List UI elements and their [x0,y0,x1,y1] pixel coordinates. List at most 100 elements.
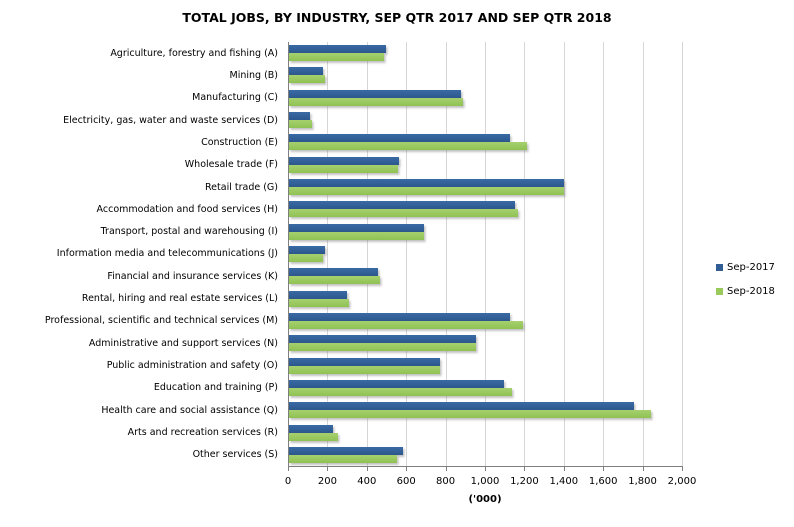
bar-sep-2017-m [289,312,510,321]
category-row [289,221,683,243]
category-label: Electricity, gas, water and waste servic… [63,114,278,126]
bar-sep-2017-r [289,424,334,433]
gridline-x-1600 [603,42,605,466]
category-label: Administrative and support services (N) [88,337,278,349]
bar-sep-2018-o [289,365,440,374]
category-row [289,332,683,354]
gridline-x-200 [327,42,329,466]
x-tick-label: 1,000 [470,476,500,487]
bar-sep-2017-c [289,89,462,98]
x-tick-label: 1,400 [549,476,579,487]
bar-sep-2017-o [289,357,440,366]
gridline-x-2000 [682,42,683,466]
bar-sep-2017-f [289,156,400,165]
bar-sep-2018-a [289,53,384,62]
bar-sep-2018-l [289,298,350,307]
x-tick [682,467,683,471]
gridline-x-1400 [563,42,565,466]
bar-sep-2017-s [289,446,404,455]
x-tick [485,467,486,471]
legend-swatch-sep-2017 [716,264,723,271]
bar-sep-2017-g [289,179,564,188]
bar-sep-2017-a [289,45,386,54]
bar-sep-2018-h [289,209,518,218]
bar-sep-2017-l [289,290,348,299]
legend-swatch-sep-2018 [716,288,723,295]
bar-sep-2018-d [289,120,312,129]
x-tick [327,467,329,471]
bar-sep-2018-j [289,253,324,262]
bar-sep-2017-i [289,223,424,232]
gridline-x-1200 [524,42,526,466]
plot-area [288,42,683,467]
category-label: Transport, postal and warehousing (I) [100,226,278,238]
x-tick [445,467,447,471]
x-tick-label: 2,000 [667,476,697,487]
category-axis-labels: Agriculture, forestry and fishing (A) Min… [0,42,283,466]
gridline-x-800 [445,42,447,466]
bar-sep-2018-b [289,75,326,84]
bar-sep-2018-n [289,343,477,352]
category-label: Arts and recreation services (R) [127,427,278,439]
category-row [289,399,683,421]
x-tick [642,467,644,471]
x-tick [406,467,408,471]
category-row [289,64,683,86]
category-label: Mining (B) [229,69,279,81]
category-label: Financial and insurance services (K) [107,270,278,282]
bar-sep-2018-f [289,164,399,173]
legend-item-sep-2018: Sep-2018 [716,286,775,297]
bar-sep-2018-k [289,276,380,285]
category-row [289,154,683,176]
x-tick-label: 1,600 [588,476,618,487]
x-tick-label: 1,800 [628,476,657,487]
x-tick [563,467,565,471]
bar-sep-2018-m [289,320,524,329]
category-label: Education and training (P) [153,382,278,394]
category-row [289,42,683,64]
legend-label-sep-2017: Sep-2017 [727,262,775,273]
category-row [289,109,683,131]
bar-sep-2017-d [289,112,310,121]
bar-sep-2018-g [289,187,564,196]
category-label: Retail trade (G) [205,181,278,193]
x-tick-label: 600 [396,476,416,487]
category-row [289,176,683,198]
gridline-x-1000 [485,42,486,466]
category-label: Construction (E) [201,136,278,148]
category-label: Wholesale trade (F) [184,159,278,171]
bar-sep-2018-e [289,142,528,151]
bar-sep-2018-r [289,432,339,441]
x-axis-title: ('000) [468,494,502,505]
x-tick-label: 800 [436,476,456,487]
category-label: Professional, scientific and technical s… [44,315,278,327]
x-tick-label: 400 [357,476,377,487]
bar-sep-2017-p [289,379,504,388]
category-label: Public administration and safety (O) [106,360,278,372]
x-tick-label: 1,200 [510,476,539,487]
bar-sep-2018-s [289,454,398,463]
category-row [289,377,683,399]
bar-sep-2017-e [289,134,510,143]
category-label: Other services (S) [192,449,278,461]
category-row [289,87,683,109]
bar-sep-2017-b [289,67,324,76]
legend-label-sep-2018: Sep-2018 [727,286,775,297]
category-label: Rental, hiring and real estate services … [81,293,278,305]
category-row [289,198,683,220]
category-row [289,243,683,265]
gridline-x-600 [406,42,408,466]
category-row [289,287,683,309]
category-row [289,444,683,466]
legend-item-sep-2017: Sep-2017 [716,262,775,273]
x-tick [366,467,368,471]
bar-sep-2018-i [289,231,424,240]
bar-sep-2017-j [289,245,326,254]
x-tick [603,467,605,471]
bar-sep-2017-h [289,201,515,210]
bar-sep-2018-q [289,410,652,419]
category-row [289,421,683,443]
category-label: Information media and telecommunications… [56,248,278,260]
bar-sep-2017-n [289,335,477,344]
